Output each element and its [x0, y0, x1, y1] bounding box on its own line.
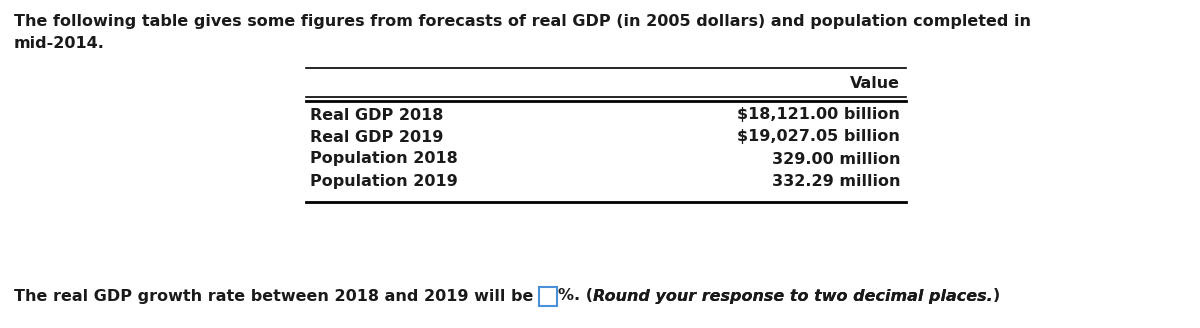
- Text: %. (: %. (: [558, 289, 593, 303]
- Text: $18,121.00 billion: $18,121.00 billion: [737, 108, 900, 122]
- Text: Round your response to two decimal places.: Round your response to two decimal place…: [593, 289, 992, 303]
- Text: Real GDP 2019: Real GDP 2019: [310, 130, 443, 145]
- Text: 332.29 million: 332.29 million: [772, 174, 900, 189]
- Text: Population 2019: Population 2019: [310, 174, 457, 189]
- Text: Real GDP 2018: Real GDP 2018: [310, 108, 443, 122]
- Text: The following table gives some figures from forecasts of real GDP (in 2005 dolla: The following table gives some figures f…: [14, 14, 1031, 29]
- Text: The real GDP growth rate between 2018 and 2019 will be: The real GDP growth rate between 2018 an…: [14, 289, 539, 303]
- Text: Value: Value: [850, 76, 900, 92]
- Text: Population 2018: Population 2018: [310, 152, 457, 167]
- Text: $19,027.05 billion: $19,027.05 billion: [737, 130, 900, 145]
- Text: Round your response to two decimal places.: Round your response to two decimal place…: [593, 289, 992, 303]
- Text: ): ): [992, 289, 1000, 303]
- Text: mid-2014.: mid-2014.: [14, 36, 104, 51]
- Text: 329.00 million: 329.00 million: [772, 152, 900, 167]
